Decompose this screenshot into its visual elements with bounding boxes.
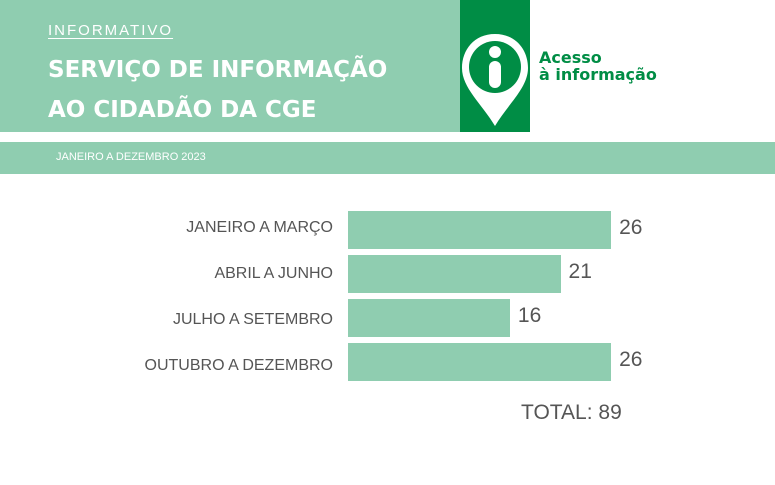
value-label: 26	[619, 216, 643, 239]
logo-line-1: Acesso	[539, 48, 602, 67]
value-label: 21	[568, 260, 592, 283]
header-band: INFORMATIVO SERVIÇO DE INFORMAÇÃO AO CIDA…	[0, 0, 460, 132]
period-label: JANEIRO A DEZEMBRO 2023	[56, 151, 206, 163]
period-stripe	[0, 142, 775, 174]
category-label: JANEIRO A MARÇO	[186, 219, 333, 236]
category-label: OUTUBRO A DEZEMBRO	[144, 357, 333, 374]
total-label: TOTAL: 89	[521, 401, 622, 424]
kicker: INFORMATIVO	[48, 22, 174, 39]
title-line-1: SERVIÇO DE INFORMAÇÃO	[48, 57, 388, 83]
bar	[348, 255, 561, 293]
page-title: SERVIÇO DE INFORMAÇÃO AO CIDADÃO DA CGE	[48, 50, 387, 130]
info-pin-icon	[462, 34, 528, 126]
value-label: 16	[517, 304, 542, 327]
category-label: ABRIL A JUNHO	[214, 265, 333, 282]
logo-line-2: à informação	[539, 65, 657, 84]
bar	[348, 343, 612, 381]
logo-block	[460, 0, 530, 132]
bar	[348, 299, 510, 337]
category-label: JULHO A SETEMBRO	[172, 311, 333, 328]
bar	[348, 211, 612, 249]
logo-text: Acesso à informação	[539, 49, 657, 83]
value-label: 26	[619, 348, 643, 371]
title-line-2: AO CIDADÃO DA CGE	[48, 97, 317, 123]
